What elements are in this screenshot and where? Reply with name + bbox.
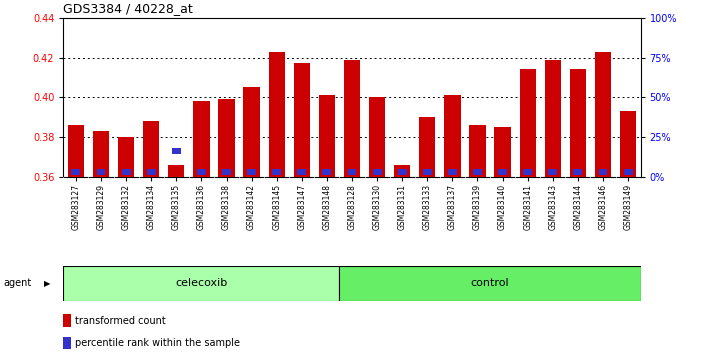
Text: GSM283141: GSM283141 <box>523 184 532 230</box>
Text: GSM283132: GSM283132 <box>122 184 131 230</box>
Bar <box>193 101 210 177</box>
Text: transformed count: transformed count <box>75 316 165 326</box>
Bar <box>71 169 80 175</box>
Text: GSM283149: GSM283149 <box>624 184 633 230</box>
Text: GSM283147: GSM283147 <box>297 184 306 230</box>
Bar <box>63 314 70 327</box>
Text: celecoxib: celecoxib <box>175 278 227 288</box>
Bar <box>598 169 608 175</box>
Text: ▶: ▶ <box>44 279 50 288</box>
Bar <box>96 169 106 175</box>
Bar <box>570 69 586 177</box>
Bar <box>93 131 109 177</box>
Bar <box>268 52 285 177</box>
Bar <box>498 169 507 175</box>
Bar <box>523 169 532 175</box>
Bar <box>244 87 260 177</box>
Bar <box>247 169 256 175</box>
Text: agent: agent <box>4 278 32 288</box>
Text: GSM283131: GSM283131 <box>398 184 407 230</box>
Text: GSM283128: GSM283128 <box>348 184 356 230</box>
Bar <box>68 125 84 177</box>
Text: GSM283140: GSM283140 <box>498 184 507 230</box>
Bar <box>168 165 184 177</box>
Text: percentile rank within the sample: percentile rank within the sample <box>75 338 240 348</box>
Bar <box>620 111 636 177</box>
Bar <box>297 169 306 175</box>
Bar <box>545 59 561 177</box>
Bar <box>218 99 234 177</box>
Text: GSM283137: GSM283137 <box>448 184 457 230</box>
Bar <box>494 127 510 177</box>
Bar <box>520 69 536 177</box>
Bar <box>372 169 382 175</box>
Bar <box>573 169 582 175</box>
Text: GSM283136: GSM283136 <box>197 184 206 230</box>
Bar <box>222 169 231 175</box>
Text: GSM283145: GSM283145 <box>272 184 281 230</box>
Bar <box>624 169 633 175</box>
Text: GSM283143: GSM283143 <box>548 184 558 230</box>
Text: GDS3384 / 40228_at: GDS3384 / 40228_at <box>63 2 193 15</box>
Bar <box>394 165 410 177</box>
Text: GSM283134: GSM283134 <box>146 184 156 230</box>
Bar <box>118 137 134 177</box>
Bar <box>272 169 281 175</box>
Text: GSM283129: GSM283129 <box>96 184 106 230</box>
Bar <box>448 169 457 175</box>
Bar <box>369 97 385 177</box>
Text: GSM283138: GSM283138 <box>222 184 231 230</box>
Bar <box>63 337 70 349</box>
Bar <box>294 63 310 177</box>
Bar <box>146 169 156 175</box>
Bar <box>197 169 206 175</box>
Text: GSM283130: GSM283130 <box>372 184 382 230</box>
Bar <box>143 121 159 177</box>
Bar <box>419 117 436 177</box>
Text: GSM283142: GSM283142 <box>247 184 256 230</box>
Text: GSM283135: GSM283135 <box>172 184 181 230</box>
Bar <box>595 52 611 177</box>
Bar <box>398 169 407 175</box>
Bar <box>322 169 332 175</box>
Bar <box>348 169 356 175</box>
Text: control: control <box>471 278 510 288</box>
Text: GSM283127: GSM283127 <box>71 184 80 230</box>
Bar <box>319 95 335 177</box>
Bar <box>63 266 339 301</box>
Bar <box>122 169 131 175</box>
Text: GSM283146: GSM283146 <box>598 184 608 230</box>
Bar <box>548 169 558 175</box>
Bar <box>172 148 181 154</box>
Bar <box>470 125 486 177</box>
Bar <box>339 266 641 301</box>
Bar <box>423 169 432 175</box>
Text: GSM283148: GSM283148 <box>322 184 332 230</box>
Text: GSM283133: GSM283133 <box>423 184 432 230</box>
Bar <box>444 95 460 177</box>
Text: GSM283144: GSM283144 <box>573 184 582 230</box>
Bar <box>344 59 360 177</box>
Bar <box>473 169 482 175</box>
Text: GSM283139: GSM283139 <box>473 184 482 230</box>
